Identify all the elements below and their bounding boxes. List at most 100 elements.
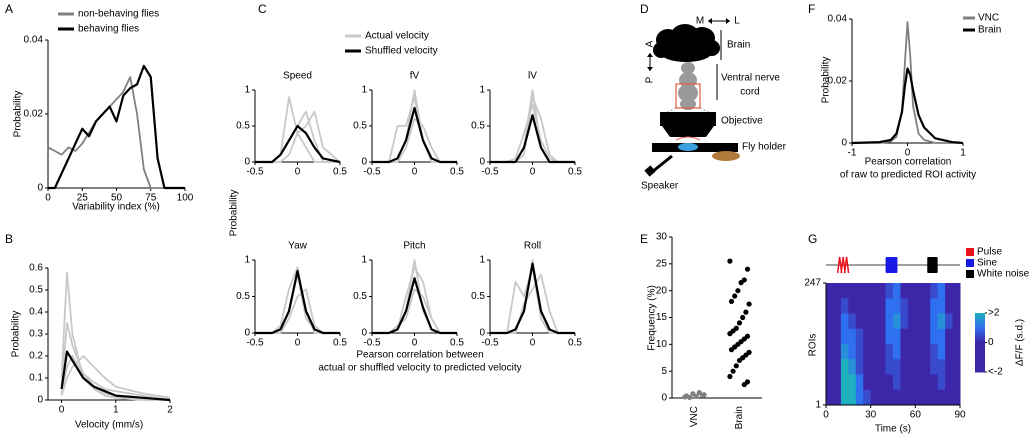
heatmap-cell bbox=[885, 374, 894, 391]
colorbar-step bbox=[975, 333, 985, 336]
subplot-title: Pitch bbox=[403, 241, 425, 252]
heatmap-cell bbox=[937, 359, 946, 375]
y-tick-label: 10 bbox=[656, 339, 668, 350]
data-point bbox=[728, 298, 735, 304]
series-line bbox=[60, 355, 171, 399]
heatmap-cell bbox=[952, 344, 961, 360]
heatmap-cell bbox=[885, 344, 894, 360]
data-point bbox=[727, 258, 733, 264]
x-tick-label: 1 bbox=[960, 148, 966, 159]
panel-letter: C bbox=[258, 2, 267, 16]
x-tick-label: -0.5 bbox=[246, 167, 264, 178]
colorbar-step bbox=[975, 361, 985, 364]
heatmap-cell bbox=[833, 313, 842, 330]
y-tick-label: 0.04 bbox=[828, 14, 848, 25]
heatmap-cell bbox=[945, 313, 954, 330]
objective-tip bbox=[662, 126, 714, 137]
subplot-title: Yaw bbox=[288, 241, 307, 252]
x-tick-label: 0 bbox=[530, 167, 536, 178]
series-line bbox=[60, 350, 171, 402]
series-line bbox=[255, 266, 340, 334]
legend-label: Actual velocity bbox=[365, 31, 429, 42]
heatmap-cell bbox=[826, 344, 834, 360]
heatmap-cell bbox=[848, 374, 857, 391]
x-tick-label: 75 bbox=[145, 193, 157, 204]
colorbar-step bbox=[975, 364, 985, 367]
subplot-title: lV bbox=[528, 71, 537, 82]
y-tick-label: 15 bbox=[656, 312, 668, 323]
y-tick-label: 30 bbox=[656, 232, 668, 243]
y-tick-label: 247 bbox=[804, 278, 821, 289]
y-tick-label: 0.5 bbox=[236, 291, 250, 302]
heatmap-cell bbox=[945, 298, 954, 314]
colorbar-step bbox=[975, 346, 985, 349]
x-tick-label: 0.5 bbox=[568, 338, 582, 349]
heatmap-cell bbox=[826, 313, 834, 330]
heatmap-cell bbox=[900, 344, 909, 360]
series-line bbox=[60, 271, 170, 401]
heatmap-cell bbox=[863, 298, 872, 314]
x-tick-label: 2 bbox=[167, 405, 173, 416]
colorbar-step bbox=[975, 335, 985, 338]
data-point bbox=[696, 390, 702, 396]
heatmap-cell bbox=[915, 328, 924, 345]
colorbar-step bbox=[975, 345, 985, 348]
label: Objective bbox=[721, 116, 763, 127]
heatmap-cell bbox=[870, 374, 879, 391]
y-tick-label: 0 bbox=[479, 328, 485, 339]
y-tick-label: 0.5 bbox=[471, 121, 485, 132]
x-tick-label: 0 bbox=[412, 167, 418, 178]
heatmap-cell bbox=[833, 328, 842, 345]
imaging-region bbox=[675, 83, 701, 109]
heatmap-cell bbox=[937, 313, 946, 330]
heatmap-cell bbox=[878, 374, 887, 391]
colorbar-step bbox=[975, 324, 985, 327]
heatmap-cell bbox=[900, 374, 909, 391]
heatmap-cell bbox=[915, 313, 924, 330]
colorbar-step bbox=[975, 318, 985, 321]
colorbar-step bbox=[975, 332, 985, 335]
heatmap-cell bbox=[870, 328, 879, 345]
heatmap-cell bbox=[952, 283, 961, 299]
colorbar-step bbox=[975, 341, 985, 343]
series-line bbox=[490, 273, 575, 334]
heatmap-cell bbox=[840, 313, 849, 330]
heatmap-cell bbox=[893, 359, 901, 375]
vnc-shape bbox=[678, 62, 698, 110]
heatmap-cell bbox=[878, 359, 887, 375]
y-tick-label: 0.1 bbox=[29, 373, 43, 384]
data-point bbox=[744, 266, 751, 272]
y-tick-label: 0.6 bbox=[29, 263, 43, 274]
heatmap-cell bbox=[900, 389, 909, 406]
heatmap-cell bbox=[848, 328, 857, 345]
heatmap-cell bbox=[937, 389, 946, 406]
heatmap-cell bbox=[900, 298, 909, 314]
y-tick-label: 0.5 bbox=[29, 285, 43, 296]
heatmap-cell bbox=[922, 328, 931, 345]
heatmap-cell bbox=[900, 283, 909, 299]
heatmap-cell bbox=[930, 389, 939, 406]
heatmap-cell bbox=[863, 374, 872, 391]
heatmap-cell bbox=[945, 389, 954, 406]
data-point bbox=[743, 309, 749, 315]
objective-shape bbox=[660, 112, 716, 126]
colorbar-tick-label: >2 bbox=[988, 308, 1000, 319]
panel-letter: D bbox=[640, 2, 649, 16]
heatmap-cell bbox=[922, 359, 931, 375]
heatmap-cell bbox=[930, 344, 939, 360]
data-point bbox=[733, 363, 739, 369]
heatmap-cell bbox=[945, 283, 954, 299]
heatmap-cell bbox=[885, 389, 894, 406]
saline bbox=[678, 143, 698, 151]
label: M bbox=[696, 16, 704, 27]
label: Speaker bbox=[641, 181, 679, 192]
y-tick-label: 0.4 bbox=[29, 307, 43, 318]
label: cord bbox=[740, 87, 759, 98]
series-line bbox=[490, 266, 575, 334]
colorbar-step bbox=[975, 369, 985, 372]
series-line bbox=[255, 288, 340, 334]
heatmap-cell bbox=[848, 359, 857, 375]
heatmap-cell bbox=[863, 359, 872, 375]
heatmap-cell bbox=[900, 328, 909, 345]
series-line bbox=[851, 67, 964, 145]
